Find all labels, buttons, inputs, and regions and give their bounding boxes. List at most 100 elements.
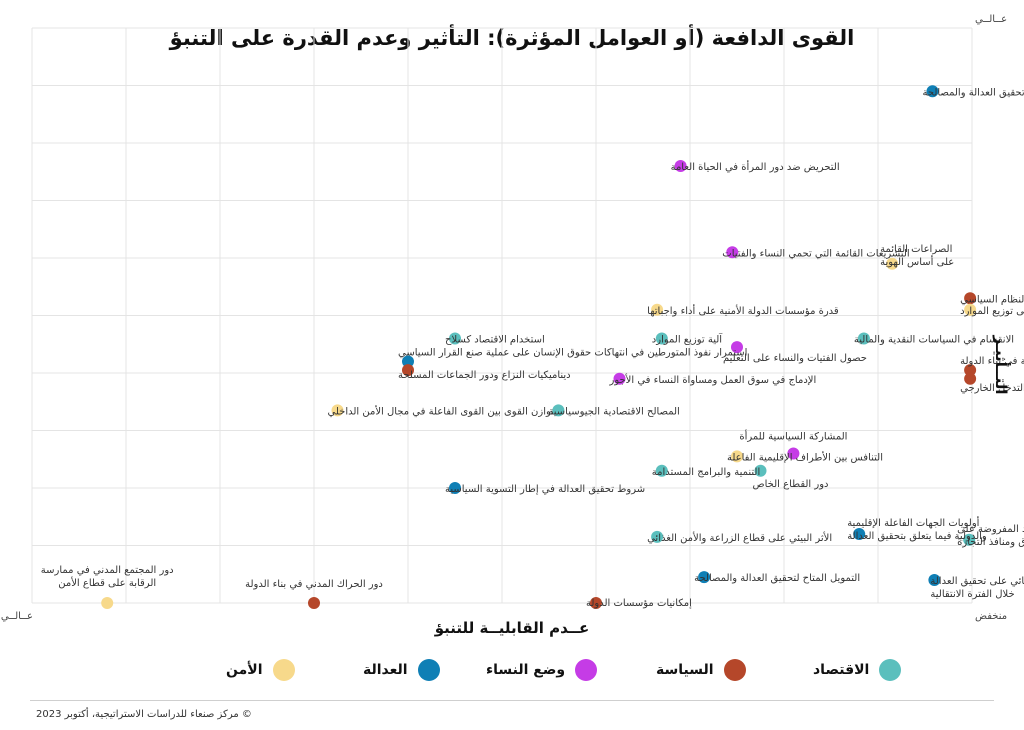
- data-point: توازن القوى بين القوى الفاعلة في مجال ال…: [328, 404, 555, 417]
- data-point: قدرة مؤسسات الدولة الأمنية على أداء واجب…: [647, 303, 839, 317]
- data-point-label: الأثر البيئي على قطاع الزراعة والأمن الغ…: [647, 531, 832, 544]
- data-point: التنمية والبرامج المستدامة: [652, 464, 760, 478]
- data-point-label: دور القطاع الخاص: [753, 479, 829, 490]
- data-point: الصراع على توزيع الموارد: [960, 303, 1024, 317]
- data-point-label-line: على أساس الهوية: [880, 255, 954, 268]
- data-point-marker: [964, 364, 977, 377]
- data-point-marker: [853, 528, 866, 540]
- data-point: التحريض ضد دور المرأة في الحياة العامة: [671, 160, 840, 173]
- data-point-label: ديناميكيات النزاع ودور الجماعات المسلحة: [398, 370, 571, 381]
- data-point-marker: [402, 355, 414, 368]
- data-point: قدرة النظام القضائي على تحقيق العدالة خلا…: [928, 574, 1024, 600]
- data-point-marker: [655, 332, 668, 345]
- data-point-label-line: حصول الفتيات والنساء على التعليم: [723, 353, 867, 364]
- data-point-marker: [964, 292, 977, 305]
- data-point-marker: [655, 464, 668, 477]
- data-point-label-line: آلية توزيع الموارد: [652, 333, 724, 346]
- legend-item-politics: السياسة: [656, 657, 746, 683]
- data-point-marker: [402, 364, 414, 377]
- data-point-marker: [613, 372, 626, 385]
- data-point-label: التحريض ضد دور المرأة في الحياة العامة: [671, 160, 840, 173]
- data-point: دور الحراك المدني في بناء الدولة: [245, 579, 383, 609]
- data-point-label-line: دور الحراك المدني في بناء الدولة: [245, 579, 383, 590]
- data-point-marker: [331, 404, 344, 417]
- data-point-label: الصراع على توزيع الموارد: [960, 306, 1024, 317]
- data-point-label-line: آلية توزيع الموارد والنظام السياسي: [960, 292, 1024, 305]
- data-point-label-line: التنمية والبرامج المستدامة: [652, 467, 760, 478]
- data-point-label-line: استخدام الاقتصاد كسلاح: [445, 335, 545, 346]
- data-point: آلية توزيع الموارد والنظام السياسي: [960, 292, 1024, 305]
- legend: الاقتصاد السياسة وضع النساء العدالة الأم…: [0, 657, 1024, 687]
- data-point-label-line: دعم دور المجتمع المدني والمجتمعات المحلي…: [923, 87, 1024, 98]
- data-point: استمرار نفوذ المتورطين في انتهاكات حقوق …: [398, 348, 747, 368]
- data-point-label-line: إمكانيات مؤسسات الدولة: [586, 598, 692, 609]
- data-point: استخدام الاقتصاد كسلاح: [445, 332, 545, 346]
- data-point-marker: [651, 303, 664, 316]
- x-axis-low-label: منخفض: [975, 611, 1007, 622]
- chart-title: القوى الدافعة (أو العوامل المؤثرة): التأ…: [169, 26, 855, 50]
- data-point-label-line: ديناميكيات النزاع ودور الجماعات المسلحة: [398, 370, 571, 381]
- data-point: دعم دور المجتمع المدني والمجتمعات المحلي…: [923, 85, 1024, 98]
- legend-label-economy: الاقتصاد: [813, 662, 870, 678]
- data-point-label-line: التنافس بين الأطراف الإقليمية الفاعلة: [727, 450, 883, 463]
- data-point-marker: [101, 597, 114, 609]
- data-point: التمويل المتاح لتحقيق العدالة والمصالحة: [694, 571, 860, 584]
- data-point-label-line: الأثر البيئي على قطاع الزراعة والأمن الغ…: [647, 531, 832, 544]
- legend-item-women: وضع النساء: [486, 657, 598, 683]
- legend-item-justice: العدالة: [363, 657, 440, 683]
- data-point-label: التمويل المتاح لتحقيق العدالة والمصالحة: [694, 573, 860, 584]
- legend-dot-justice: [417, 659, 440, 681]
- data-point-marker: [964, 303, 977, 316]
- data-point: الانقسام في السياسات النقدية والمالية: [854, 332, 1014, 346]
- data-point-label-line: استمرار نفوذ المتورطين في انتهاكات حقوق …: [398, 348, 747, 359]
- data-point-marker: [928, 574, 941, 586]
- data-point-marker: [926, 85, 939, 98]
- data-point-label-line: التحريض ضد دور المرأة في الحياة العامة: [671, 160, 840, 173]
- data-point-marker: [964, 372, 977, 385]
- data-point-label: استخدام الاقتصاد كسلاح: [445, 335, 545, 346]
- data-point-label-line: الرقابة على قطاع الأمن: [58, 576, 156, 589]
- data-point-label: التنافس بين الأطراف الإقليمية الفاعلة: [727, 450, 883, 463]
- data-point-label: إمكانيات مؤسسات الدولة: [586, 598, 692, 609]
- data-point-label-line: الصراعات القائمة: [880, 244, 952, 255]
- data-point: دور الهويات الوطنية والهوية المحلية في ب…: [960, 356, 1024, 377]
- data-point-label: آلية توزيع الموارد: [652, 333, 724, 346]
- data-point-label: المصالح الاقتصادية الجيوسياسية: [548, 406, 679, 417]
- data-point-label-line: دور القطاع الخاص: [753, 479, 829, 490]
- data-point-label-line: خلال الفترة الانتقالية: [930, 589, 1014, 600]
- data-point-label: الإدماج في سوق العمل ومساواة النساء في ا…: [609, 373, 817, 386]
- data-point-label: توازن القوى بين القوى الفاعلة في مجال ال…: [328, 404, 555, 417]
- data-point-label: القيود المفروضة على طرق ومنافذ التجارة: [957, 524, 1024, 548]
- data-point-label-line: قدرة مؤسسات الدولة الأمنية على أداء واجب…: [647, 304, 839, 317]
- data-point: المصالح الاقتصادية الجيوسياسية: [548, 404, 680, 417]
- data-point-marker: [552, 404, 565, 417]
- data-point-label-line: شروط تحقيق العدالة في إطار التسوية السيا…: [445, 484, 645, 495]
- legend-item-economy: الاقتصاد: [813, 657, 902, 683]
- data-point: المشاركة السياسية للمرأة: [739, 430, 847, 460]
- data-point-label: المشاركة السياسية للمرأة: [739, 430, 847, 443]
- data-point-label-line: الصراع على توزيع الموارد: [960, 306, 1024, 317]
- data-point-marker: [651, 530, 664, 543]
- data-point: دور القطاع الخاص: [753, 464, 829, 490]
- data-point-marker: [963, 533, 976, 546]
- data-point-label-line: طرق ومنافذ التجارة: [957, 537, 1024, 548]
- data-point-label: التشريعات القائمة التي تحمي النساء والفت…: [722, 248, 909, 259]
- data-point-label: قدرة النظام القضائي على تحقيق العدالة خلا…: [930, 576, 1024, 600]
- data-point-label-line: المشاركة السياسية للمرأة: [739, 430, 847, 443]
- chart-marks: دعم دور المجتمع المدني والمجتمعات المحلي…: [41, 85, 1024, 609]
- data-point: التشريعات القائمة التي تحمي النساء والفت…: [722, 246, 910, 259]
- legend-dot-women: [575, 659, 598, 681]
- data-point-label: شروط تحقيق العدالة في إطار التسوية السيا…: [445, 484, 645, 495]
- data-point-label-line: القيود المفروضة على: [957, 524, 1024, 535]
- data-point-label-line: دور الهويات الوطنية والهوية المحلية في ب…: [960, 356, 1024, 367]
- data-point-label: استمرار نفوذ المتورطين في انتهاكات حقوق …: [398, 348, 747, 359]
- data-point: الأثر البيئي على قطاع الزراعة والأمن الغ…: [647, 530, 832, 544]
- data-point-marker: [449, 482, 461, 494]
- data-point-label-line: الانقسام في السياسات النقدية والمالية: [854, 335, 1014, 346]
- legend-dot-politics: [723, 659, 746, 681]
- legend-dot-security: [272, 659, 295, 681]
- legend-label-security: الأمن: [226, 662, 263, 678]
- data-point-label-line: والدولية فيما يتعلق بتحقيق العدالة: [847, 531, 987, 542]
- data-point: إمكانيات مؤسسات الدولة: [586, 597, 692, 609]
- y-axis-title: التــأثيـر: [992, 335, 1011, 395]
